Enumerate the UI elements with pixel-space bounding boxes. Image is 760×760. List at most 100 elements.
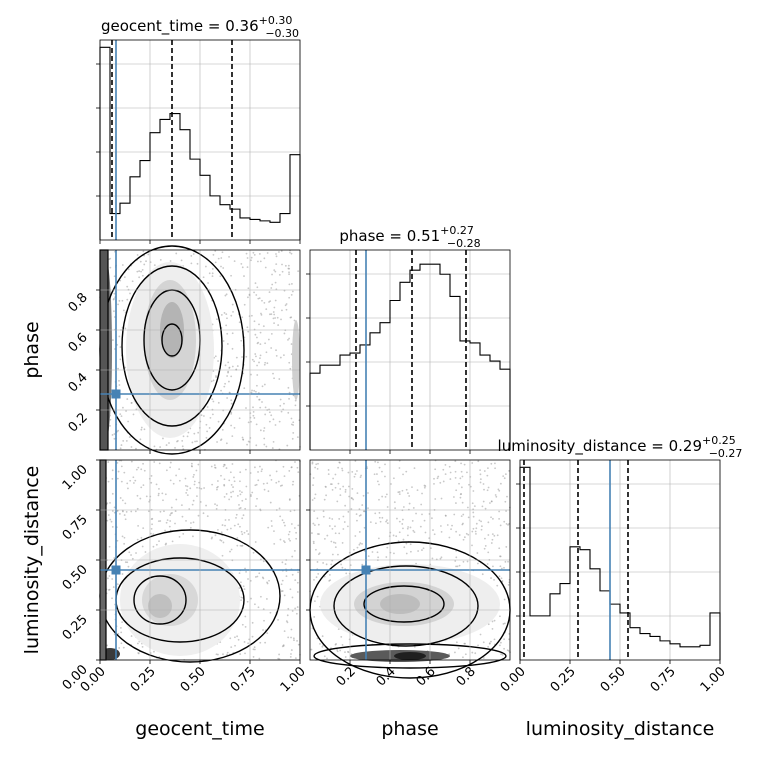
sample-point bbox=[375, 522, 377, 525]
sample-point bbox=[255, 423, 258, 426]
sample-point bbox=[275, 470, 278, 473]
density-grid bbox=[100, 250, 300, 450]
sample-point bbox=[208, 427, 211, 429]
sample-point bbox=[495, 495, 498, 498]
sample-point bbox=[254, 576, 257, 578]
sample-point bbox=[175, 474, 178, 477]
sample-point bbox=[111, 434, 114, 436]
sample-point bbox=[230, 495, 233, 498]
sample-point bbox=[181, 439, 184, 442]
sample-point bbox=[117, 429, 120, 432]
x-tick-label-geocent: 0.50 bbox=[178, 664, 209, 695]
sample-point bbox=[175, 498, 178, 501]
sample-point bbox=[190, 462, 193, 465]
sample-point bbox=[289, 588, 292, 591]
sample-point bbox=[265, 445, 268, 448]
sample-point bbox=[216, 504, 218, 507]
sample-point bbox=[408, 502, 411, 505]
sample-point bbox=[378, 483, 380, 486]
sample-point bbox=[401, 523, 404, 525]
sample-point bbox=[174, 446, 176, 449]
sample-point bbox=[241, 436, 244, 439]
sample-point bbox=[123, 471, 126, 474]
sample-point bbox=[224, 364, 227, 367]
sample-point bbox=[228, 255, 230, 258]
sample-point bbox=[419, 525, 422, 528]
sample-point bbox=[258, 398, 261, 401]
sample-point bbox=[244, 507, 247, 510]
sample-point bbox=[341, 469, 344, 472]
sample-point bbox=[258, 657, 261, 660]
sample-point bbox=[163, 510, 165, 513]
sample-point bbox=[217, 480, 219, 482]
sample-point bbox=[169, 520, 172, 522]
sample-point bbox=[250, 391, 253, 394]
sample-point bbox=[473, 505, 476, 508]
sample-point bbox=[118, 647, 121, 649]
sample-point bbox=[109, 518, 112, 521]
sample-point bbox=[482, 657, 485, 659]
sample-point bbox=[125, 440, 128, 442]
sample-point bbox=[288, 361, 291, 364]
sample-point bbox=[182, 435, 185, 438]
sample-point bbox=[262, 482, 265, 485]
sample-point bbox=[323, 575, 326, 578]
sample-point bbox=[347, 650, 349, 653]
sample-point bbox=[137, 466, 140, 469]
sample-point bbox=[252, 406, 254, 409]
title-sup: +0.25 bbox=[702, 434, 736, 447]
sample-point bbox=[269, 474, 271, 477]
sample-point bbox=[385, 520, 387, 523]
sample-point bbox=[121, 509, 124, 512]
sample-point bbox=[226, 528, 229, 531]
sample-point bbox=[275, 253, 277, 255]
sample-point bbox=[289, 251, 291, 254]
sample-point bbox=[281, 263, 283, 266]
sample-point bbox=[190, 255, 193, 257]
sample-point bbox=[460, 462, 462, 465]
sample-point bbox=[439, 481, 442, 484]
sample-point bbox=[162, 499, 164, 502]
sample-point bbox=[491, 538, 494, 541]
sample-point bbox=[459, 496, 462, 499]
sample-point bbox=[486, 474, 489, 477]
sample-point bbox=[182, 532, 185, 535]
sample-point bbox=[124, 518, 127, 521]
sample-point bbox=[231, 559, 234, 562]
sample-point bbox=[436, 477, 439, 480]
sample-point bbox=[217, 528, 219, 531]
sample-point bbox=[505, 546, 508, 548]
sample-point bbox=[334, 525, 336, 528]
sample-point bbox=[339, 649, 342, 652]
sample-point bbox=[254, 282, 257, 285]
sample-point bbox=[295, 531, 297, 534]
sample-point bbox=[214, 503, 216, 505]
sample-point bbox=[275, 255, 278, 258]
sample-point bbox=[273, 322, 275, 324]
sample-point bbox=[235, 513, 238, 516]
sample-point bbox=[230, 375, 233, 378]
sample-point bbox=[373, 473, 376, 476]
sample-point bbox=[248, 638, 251, 641]
sample-point bbox=[295, 537, 298, 540]
sample-point bbox=[456, 565, 459, 568]
sample-point bbox=[214, 250, 217, 252]
sample-point bbox=[273, 306, 276, 309]
sample-point bbox=[481, 505, 484, 508]
y-tick-label-luminosity: 0.50 bbox=[60, 562, 91, 593]
sample-point bbox=[265, 351, 268, 354]
sample-point bbox=[231, 332, 234, 335]
sample-point bbox=[446, 524, 449, 526]
sample-point bbox=[164, 493, 167, 496]
sample-point bbox=[392, 534, 395, 537]
sample-point bbox=[471, 544, 473, 547]
sample-point bbox=[483, 547, 486, 550]
sample-point bbox=[281, 309, 283, 312]
sample-point bbox=[311, 461, 314, 464]
sample-point bbox=[232, 311, 234, 313]
sample-point bbox=[133, 482, 135, 484]
sample-point bbox=[322, 515, 325, 518]
sample-point bbox=[269, 313, 271, 316]
sample-point bbox=[293, 319, 296, 322]
sample-point bbox=[253, 389, 256, 392]
